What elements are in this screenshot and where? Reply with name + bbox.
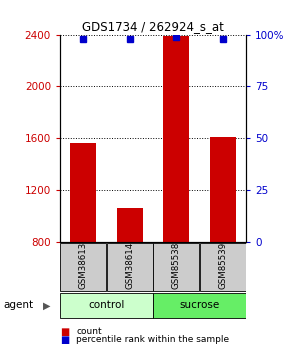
Text: GSM38614: GSM38614: [125, 242, 134, 289]
Bar: [117, 208, 142, 242]
Bar: [70, 143, 96, 241]
Bar: [200, 243, 245, 290]
Text: ■: ■: [60, 335, 69, 345]
Bar: [210, 137, 236, 242]
Text: GSM38613: GSM38613: [79, 242, 88, 289]
Text: GSM85539: GSM85539: [218, 242, 227, 289]
Text: ■: ■: [60, 327, 69, 337]
Text: ▶: ▶: [43, 300, 50, 310]
Text: agent: agent: [3, 300, 33, 310]
Text: GSM85538: GSM85538: [172, 242, 181, 289]
Title: GDS1734 / 262924_s_at: GDS1734 / 262924_s_at: [82, 20, 224, 33]
Bar: [164, 36, 189, 242]
Text: control: control: [88, 300, 125, 310]
Text: percentile rank within the sample: percentile rank within the sample: [76, 335, 230, 344]
Bar: [154, 293, 245, 318]
Text: count: count: [76, 327, 102, 336]
Bar: [107, 243, 152, 290]
Bar: [154, 243, 199, 290]
Bar: [61, 243, 106, 290]
Bar: [61, 293, 152, 318]
Text: sucrose: sucrose: [179, 300, 220, 310]
